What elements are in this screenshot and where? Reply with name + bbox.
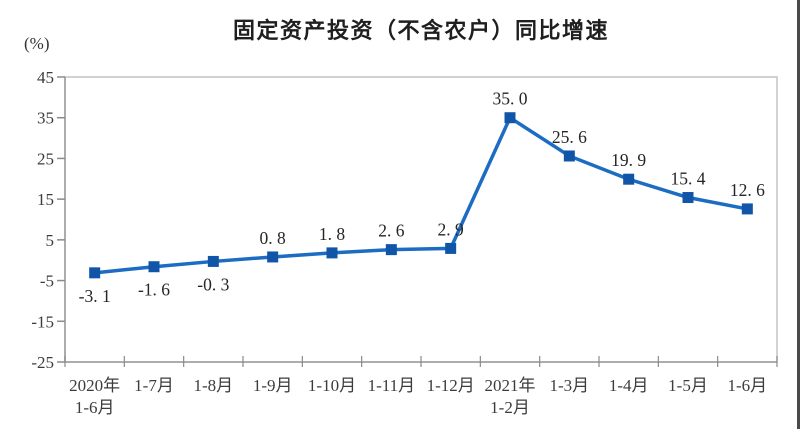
x-axis-tick-label: 2021年	[485, 376, 536, 395]
data-point	[741, 203, 753, 215]
data-point	[682, 192, 694, 204]
data-point	[623, 173, 635, 185]
data-point	[385, 244, 397, 256]
data-point	[148, 261, 160, 273]
x-axis-tick-label: 1-8月	[193, 376, 233, 395]
data-point	[445, 242, 457, 254]
data-point	[267, 251, 279, 263]
data-point	[563, 150, 575, 162]
data-point	[89, 267, 101, 279]
series-line	[94, 115, 748, 275]
plot-border	[64, 76, 778, 363]
y-axis-tick-label: -5	[40, 272, 54, 291]
y-axis-tick-label: 25	[37, 149, 54, 168]
data-point-label: -0. 3	[197, 274, 229, 294]
x-axis-tick-label: 1-4月	[609, 376, 649, 395]
image-right-border	[797, 0, 800, 429]
data-point-label: 2. 9	[438, 219, 465, 239]
data-point-label: -3. 1	[79, 286, 111, 306]
data-point-label: 1. 8	[319, 224, 346, 244]
x-axis-tick-label: 2020年	[69, 376, 120, 395]
x-axis-tick-label: 1-11月	[368, 376, 416, 395]
y-axis-tick-label: 15	[37, 190, 54, 209]
x-axis-tick-label: 1-10月	[308, 376, 356, 395]
x-axis-tick-label: 1-2月	[490, 398, 530, 417]
y-axis-tick-label: 5	[46, 231, 55, 250]
data-point-label: 19. 9	[611, 150, 646, 170]
data-point-label: 15. 4	[671, 169, 706, 189]
chart-title: 固定资产投资（不含农户）同比增速	[232, 18, 609, 43]
data-point	[207, 255, 219, 267]
x-axis-tick-label: 1-5月	[668, 376, 708, 395]
y-axis-unit-label: (%)	[24, 34, 50, 53]
x-axis-tick-label: 1-9月	[253, 376, 293, 395]
x-axis-tick-label: 1-6月	[727, 376, 767, 395]
data-point-label: 25. 6	[552, 127, 587, 147]
x-axis-tick-label: 1-12月	[427, 376, 475, 395]
x-axis-tick-label: 1-7月	[134, 376, 174, 395]
y-axis-tick-label: 35	[37, 109, 54, 128]
x-axis-tick-label: 1-6月	[75, 398, 115, 417]
data-point-label: 0. 8	[260, 228, 287, 248]
data-point-label: 12. 6	[730, 180, 765, 200]
x-axis-tick-label: 1-3月	[549, 376, 589, 395]
y-axis-tick-label: 45	[37, 68, 54, 87]
data-point-label: 35. 0	[493, 89, 528, 109]
data-point	[326, 247, 338, 259]
y-axis-tick-label: -25	[31, 353, 54, 372]
data-point-label: 2. 6	[378, 221, 405, 241]
data-point-label: -1. 6	[138, 280, 170, 300]
data-point	[504, 112, 516, 124]
y-axis-tick-label: -15	[31, 312, 54, 331]
